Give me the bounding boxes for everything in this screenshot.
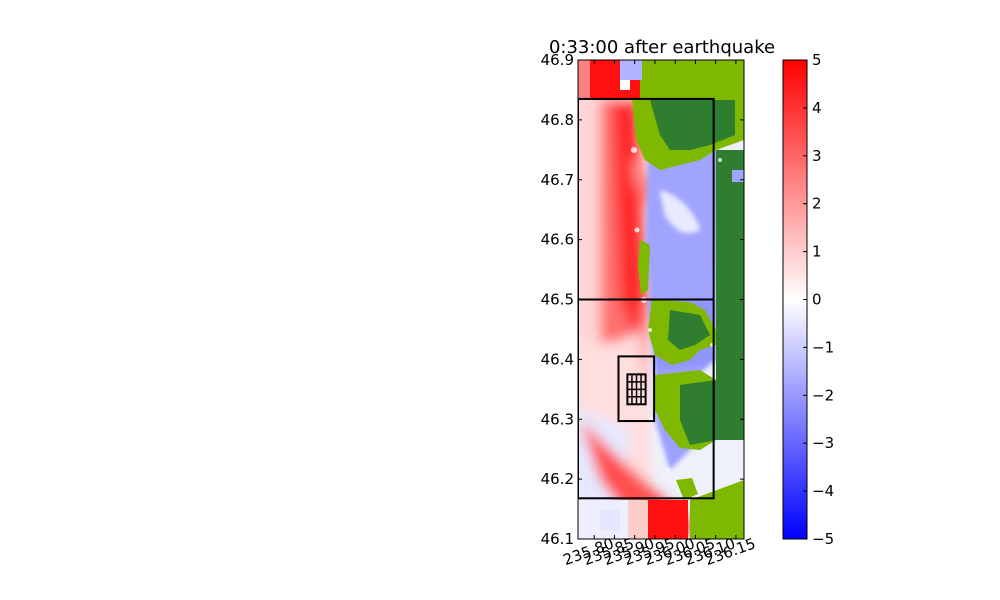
map-plot-area xyxy=(578,60,744,539)
y-tick-label: 46.1 xyxy=(541,530,574,548)
land-south-highland xyxy=(680,380,716,445)
colorbar-tick-label: 1 xyxy=(812,243,822,261)
land-southeast xyxy=(690,480,744,539)
land-middle-highland xyxy=(668,310,710,350)
land-masses xyxy=(632,60,744,539)
coarse-cells xyxy=(578,60,744,539)
colorbar-tick-label: 2 xyxy=(812,195,822,213)
land-top-strip xyxy=(640,60,744,100)
y-tick-label: 46.2 xyxy=(541,470,574,488)
land-east-strip xyxy=(716,150,744,440)
colorbar-tick-label: −4 xyxy=(812,482,834,500)
y-tick-label: 46.4 xyxy=(541,350,574,368)
land-cape xyxy=(676,478,698,500)
y-tick-label: 46.9 xyxy=(541,51,574,69)
chart-title: 0:33:00 after earthquake xyxy=(549,37,775,58)
fine-grid xyxy=(627,374,646,405)
region-box-3 xyxy=(617,355,656,423)
colorbar-tick-label: 5 xyxy=(812,51,822,69)
land-spit xyxy=(638,240,650,295)
colorbar-axis: 5 4 3 2 1 0 −1 −2 −3 −4 −5 xyxy=(803,51,834,548)
colorbar-tick-label: −3 xyxy=(812,434,834,452)
y-axis: 46.1 46.2 46.3 46.4 46.5 46.6 46.7 46.8 46.9 xyxy=(541,51,744,548)
y-tick-label: 46.7 xyxy=(541,171,574,189)
colorbar-tick-label: 0 xyxy=(812,291,822,309)
colorbar-tick-label: −1 xyxy=(812,338,834,356)
y-tick-label: 46.5 xyxy=(541,291,574,309)
colorbar-tick-label: 4 xyxy=(812,99,822,117)
refinement-regions xyxy=(578,97,715,500)
y-tick-label: 46.3 xyxy=(541,410,574,428)
colorbar-tick-label: 3 xyxy=(812,147,822,165)
colorbar-tick-label: −2 xyxy=(812,386,834,404)
y-tick-label: 46.6 xyxy=(541,231,574,249)
y-tick-label: 46.8 xyxy=(541,111,574,129)
colorbar-tick-label: −5 xyxy=(812,530,834,548)
x-axis: 235.80235.85235.90235.95236.00236.05236.… xyxy=(561,60,758,569)
